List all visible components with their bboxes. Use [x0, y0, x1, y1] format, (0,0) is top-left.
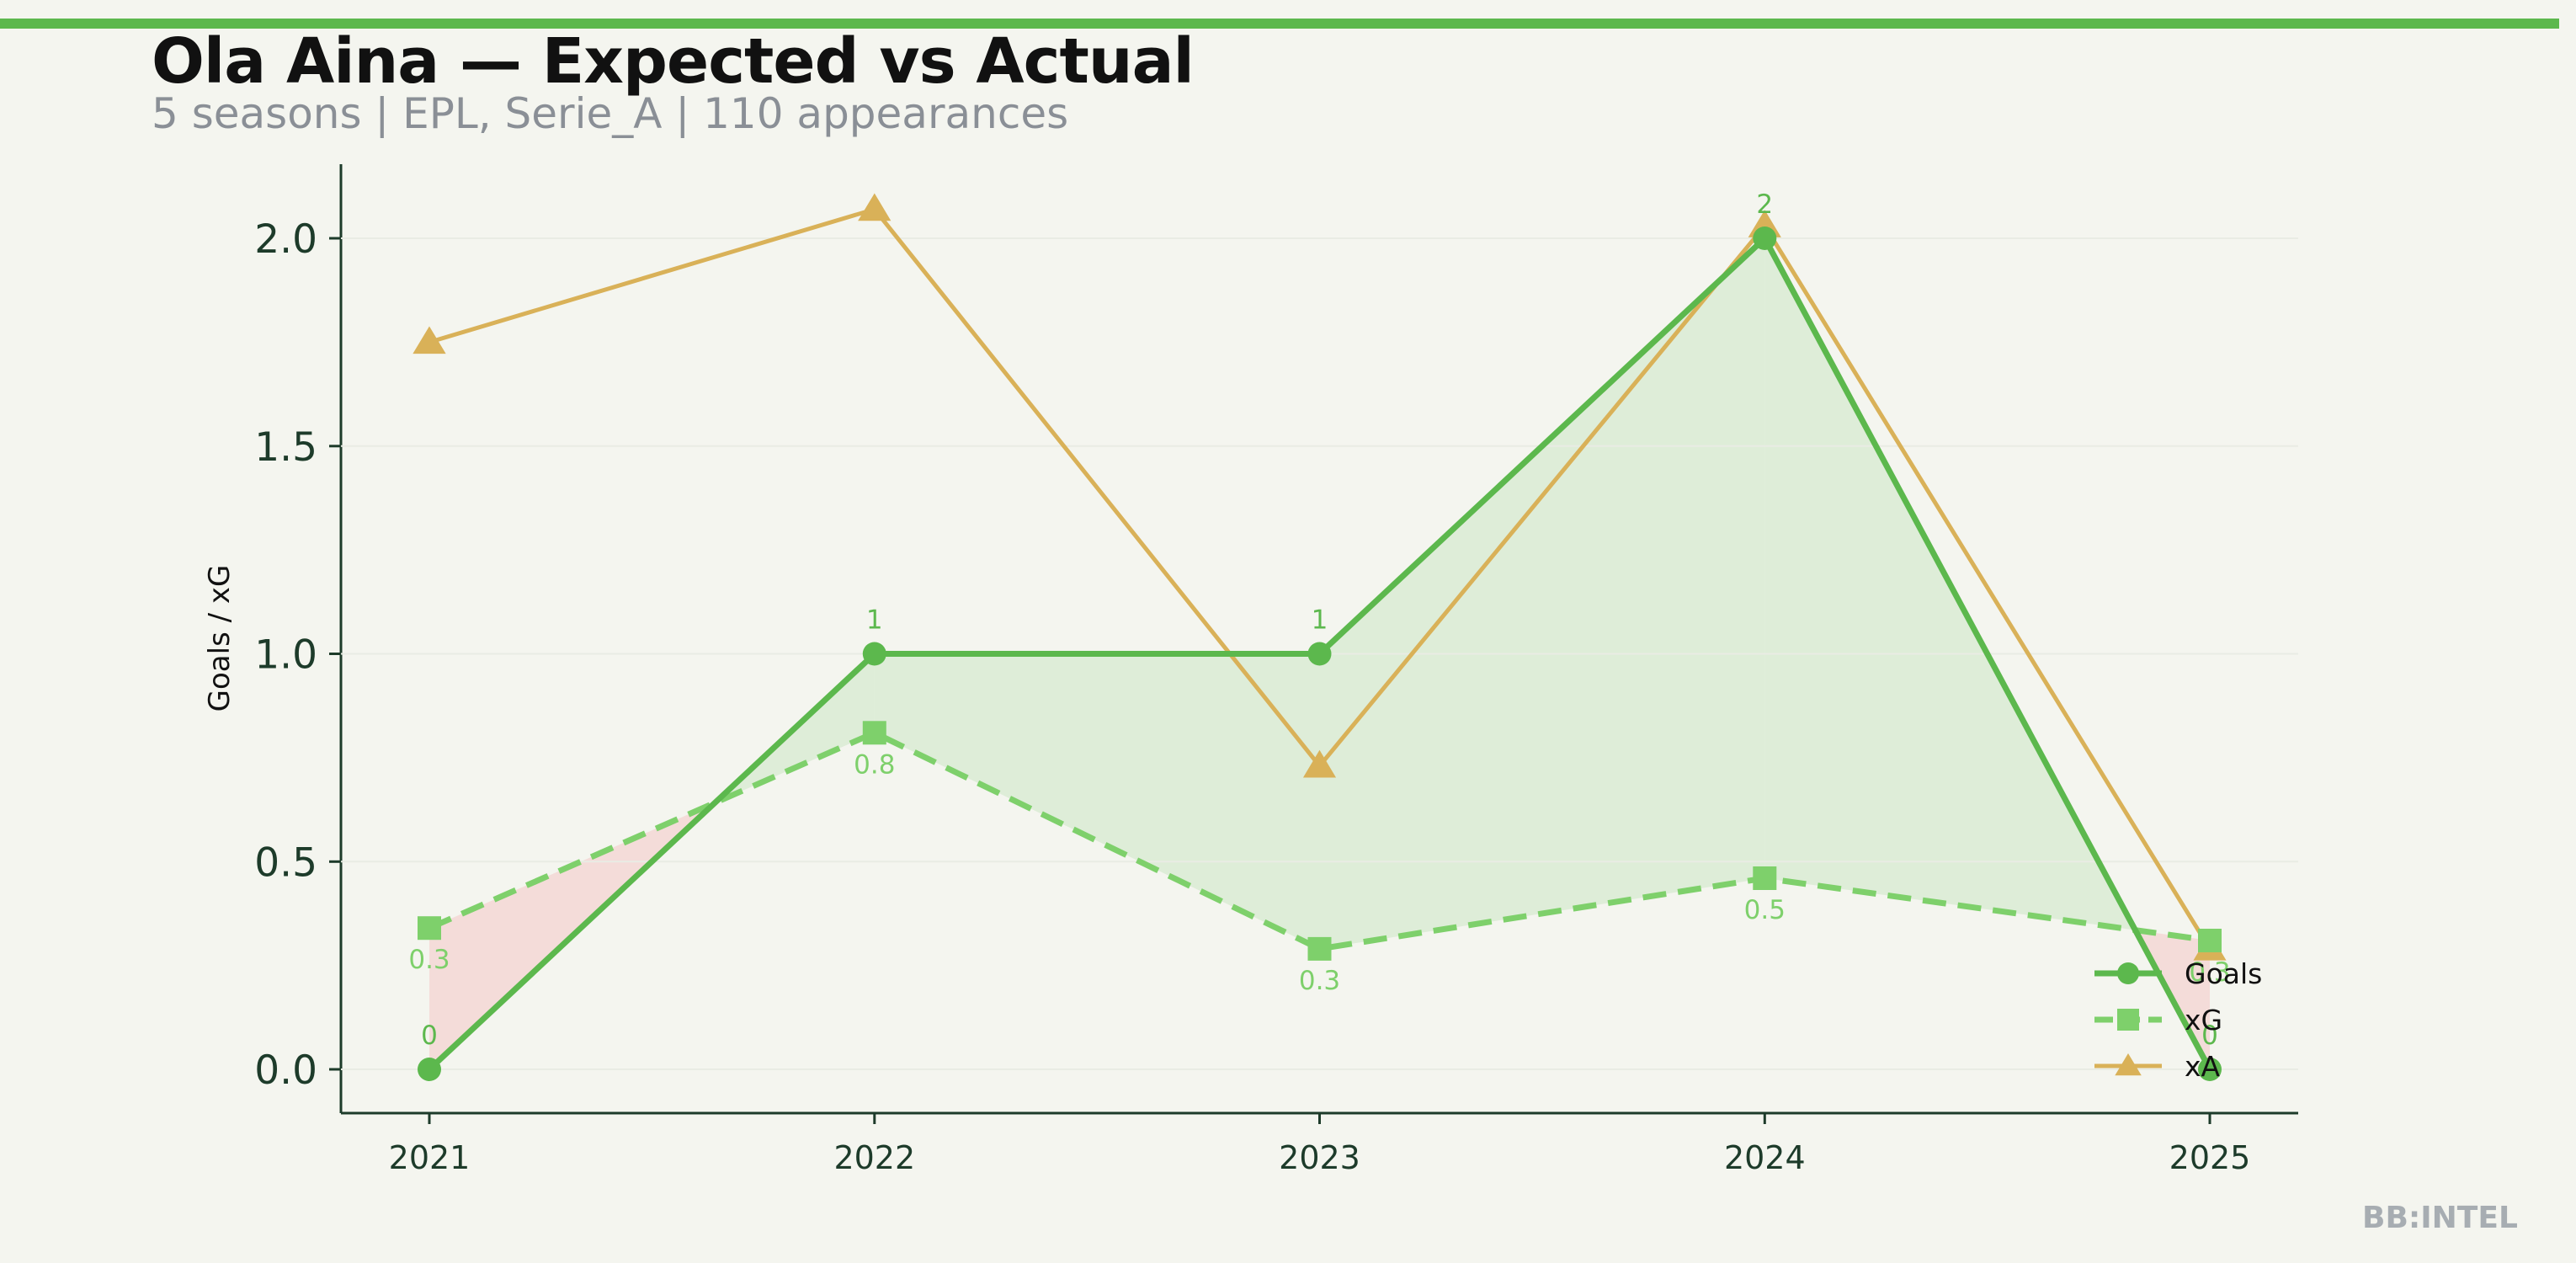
chart-title: Ola Aina — Expected vs Actual [152, 25, 1195, 98]
x-tick-label: 2025 [2169, 1139, 2251, 1176]
x-tick-label: 2024 [1724, 1139, 1806, 1176]
fill-over-2022-0 [874, 653, 1320, 949]
xa-point-2022 [858, 193, 891, 221]
xg-data-label: 0.3 [408, 945, 450, 975]
goals-data-label: 0 [2201, 1021, 2218, 1051]
legend-xa-marker [2115, 1053, 2142, 1076]
brand-logo: BB:INTEL [2362, 1201, 2518, 1235]
chart-subtitle: 5 seasons | EPL, Serie_A | 110 appearanc… [152, 89, 1069, 138]
series-line-xg [428, 729, 2211, 952]
xg-data-label: 0.3 [2189, 957, 2230, 988]
xg-point-2024 [1753, 866, 1777, 890]
goals-data-label: 1 [1312, 605, 1328, 636]
goals-point-2024 [1753, 226, 1777, 250]
y-tick-label: 1.0 [254, 632, 317, 679]
goals-point-2025 [2198, 1058, 2222, 1081]
chart-legend: Goals xG xA [2094, 957, 2262, 1083]
xg-data-label: 0.3 [1299, 966, 1340, 996]
xg-point-2023 [1307, 936, 1332, 961]
series-markers [412, 193, 2227, 1081]
legend-goals-label: Goals [2185, 957, 2262, 990]
xa-point-2021 [412, 326, 446, 354]
xg-point-2025 [2198, 929, 2222, 952]
legend-xg-marker [2117, 1009, 2139, 1031]
goals-point-2021 [418, 1058, 441, 1081]
xg-point-2021 [418, 916, 441, 941]
y-tick-label: 2.0 [254, 216, 317, 263]
accent-bar [0, 19, 2559, 29]
legend-xa-label: xA [2185, 1050, 2221, 1083]
xg-point-2022 [862, 721, 886, 745]
goals-point-2022 [862, 642, 886, 666]
goals-data-label: 1 [866, 605, 883, 636]
x-tick-label: 2023 [1279, 1139, 1360, 1176]
xa-point-2023 [1302, 749, 1337, 778]
fill-over-2023-0 [1319, 238, 1765, 949]
goals-data-label: 0 [421, 1021, 438, 1051]
data-labels: 0 1 1 2 0 0.3 0.8 0.3 0.5 0.3 [408, 189, 2230, 1051]
goals-data-label: 2 [1756, 189, 1773, 220]
x-tick-label: 2022 [833, 1139, 915, 1176]
xg-data-label: 0.8 [854, 749, 895, 780]
y-axis-label: Goals / xG [203, 565, 237, 712]
legend-goals-marker [2117, 962, 2139, 984]
xg-data-label: 0.5 [1744, 895, 1786, 925]
goals-point-2023 [1307, 642, 1332, 666]
y-tick-label: 1.5 [254, 424, 317, 471]
y-tick-label: 0.5 [254, 839, 317, 886]
legend-xg-label: xG [2185, 1004, 2222, 1037]
chart-axes: 0.0 0.5 1.0 1.5 2.0 2021 2022 2023 2024 2025 Goals… [203, 164, 2298, 1176]
x-tick-label: 2021 [389, 1139, 471, 1176]
y-tick-label: 0.0 [254, 1047, 317, 1094]
